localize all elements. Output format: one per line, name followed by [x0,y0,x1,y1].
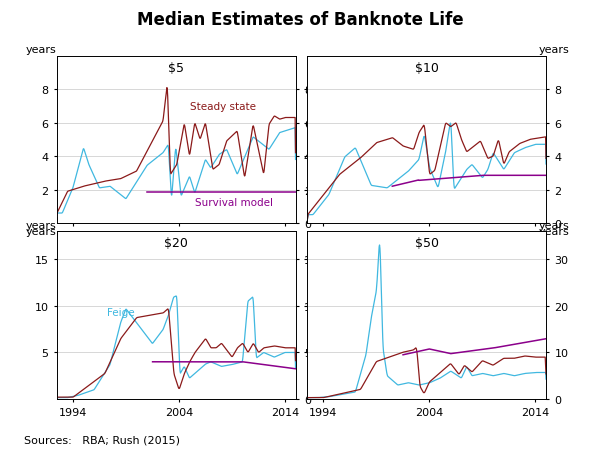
Text: Sources:   RBA; Rush (2015): Sources: RBA; Rush (2015) [24,434,180,444]
Text: Feige: Feige [107,308,134,318]
Text: Survival model: Survival model [195,197,273,207]
Text: Median Estimates of Banknote Life: Median Estimates of Banknote Life [137,11,463,29]
Text: $50: $50 [415,237,439,250]
Text: years: years [26,45,57,55]
Text: years: years [26,227,57,237]
Text: years: years [539,45,570,55]
Text: $5: $5 [168,61,184,74]
Text: years: years [26,220,57,230]
Text: $10: $10 [415,61,439,74]
Text: years: years [539,220,570,230]
Text: Steady state: Steady state [190,102,256,112]
Text: $20: $20 [164,237,188,250]
Text: years: years [539,227,570,237]
